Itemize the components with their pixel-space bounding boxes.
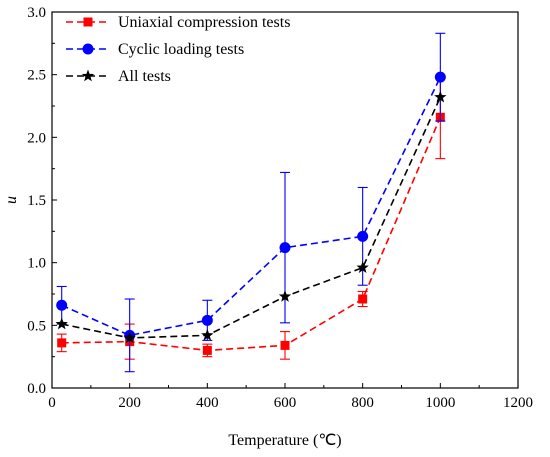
legend-item: All tests xyxy=(66,68,171,85)
legend-label: Cyclic loading tests xyxy=(118,41,244,58)
legend-marker xyxy=(83,17,93,27)
x-tick-label: 600 xyxy=(274,395,297,411)
series-line xyxy=(61,96,442,339)
series-line xyxy=(61,76,442,337)
series-layer xyxy=(55,32,447,373)
data-point xyxy=(55,317,68,330)
data-point xyxy=(434,90,447,103)
data-point xyxy=(357,230,369,242)
legend-item: Cyclic loading tests xyxy=(66,41,244,58)
x-tick-label: 800 xyxy=(351,395,374,411)
x-tick-label: 200 xyxy=(118,395,141,411)
data-point xyxy=(202,345,212,355)
legend-label: Uniaxial compression tests xyxy=(118,14,290,31)
y-axis-title: u xyxy=(3,196,20,204)
x-axis-title: Temperature (℃) xyxy=(228,432,341,449)
data-point xyxy=(56,299,68,311)
series-1 xyxy=(56,32,446,373)
legend-item: Uniaxial compression tests xyxy=(66,14,290,31)
data-point xyxy=(280,340,290,350)
legend-label: All tests xyxy=(118,68,171,85)
x-tick-label: 0 xyxy=(48,395,56,411)
y-tick-label: 3.0 xyxy=(27,5,46,21)
y-tick-label: 2.0 xyxy=(27,130,46,146)
y-tick-label: 2.5 xyxy=(27,68,46,84)
series-line xyxy=(61,116,442,352)
y-tick-label: 1.5 xyxy=(27,193,46,209)
data-point xyxy=(201,314,213,326)
series-2 xyxy=(55,90,447,344)
data-point xyxy=(356,261,369,273)
y-tick-label: 0.0 xyxy=(27,381,46,397)
data-point xyxy=(57,338,67,348)
legend-marker xyxy=(82,43,94,55)
x-tick-label: 400 xyxy=(196,395,219,411)
legend: Uniaxial compression tests Cyclic loading… xyxy=(66,14,290,85)
data-point xyxy=(434,71,446,83)
y-tick-label: 0.5 xyxy=(27,318,46,334)
data-point xyxy=(123,331,136,344)
data-point xyxy=(279,242,291,254)
legend-marker xyxy=(81,69,95,82)
x-tick-label: 1200 xyxy=(503,395,533,411)
data-point xyxy=(278,290,292,302)
series-0 xyxy=(56,75,446,360)
data-point xyxy=(358,294,368,304)
x-tick-label: 1000 xyxy=(425,395,455,411)
y-tick-label: 1.0 xyxy=(27,256,46,272)
data-point xyxy=(201,328,214,341)
axes: 0 200 400 600 800 1000 1200 0.0 0.5 1.0 1.5 2.0 2.5 3… xyxy=(27,5,533,411)
